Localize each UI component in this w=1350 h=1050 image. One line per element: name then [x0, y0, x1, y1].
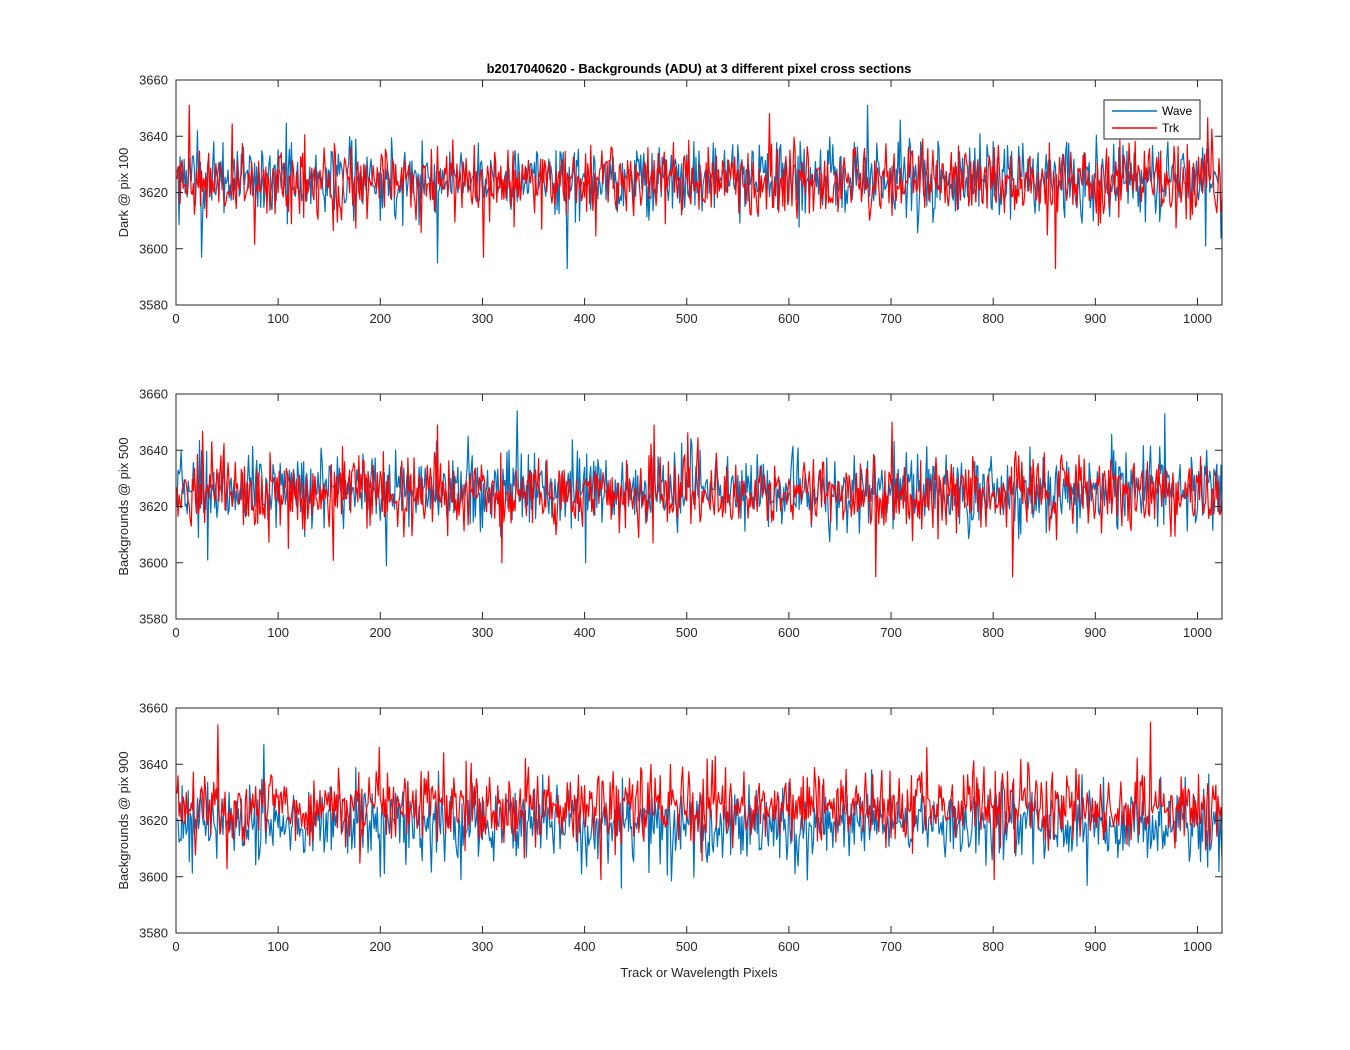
figure-title: b2017040620 - Backgrounds (ADU) at 3 dif… — [487, 61, 912, 76]
series-group — [176, 721, 1222, 889]
x-tick-label: 700 — [880, 311, 902, 326]
x-tick-label: 300 — [472, 311, 494, 326]
y-tick-label: 3580 — [139, 298, 168, 313]
x-tick-label: 800 — [982, 311, 1004, 326]
x-tick-label: 1000 — [1183, 311, 1212, 326]
series-line-trk — [176, 721, 1222, 881]
subplot-1: 0 100 200 300 400 500 600 700 800 900 1000 3580 3600… — [116, 73, 1223, 326]
y-tick-label: 3620 — [139, 185, 168, 200]
y-tick-label: 3600 — [139, 869, 168, 884]
x-tick-label: 700 — [880, 939, 902, 954]
x-tick-label: 800 — [982, 625, 1004, 640]
x-tick-label: 300 — [472, 939, 494, 954]
x-axis-label: Track or Wavelength Pixels — [620, 965, 778, 980]
subplot-2: 0 100 200 300 400 500 600 700 800 900 1000 3580 3600… — [116, 387, 1223, 640]
y-tick-label: 3660 — [139, 387, 168, 402]
x-tick-label: 900 — [1084, 939, 1106, 954]
x-tick-label: 500 — [676, 311, 698, 326]
y-axis-label: Backgrounds @ pix 900 — [116, 751, 131, 889]
x-tick-label: 400 — [574, 939, 596, 954]
legend-label-wave: Wave — [1162, 104, 1193, 118]
y-tick-label: 3620 — [139, 499, 168, 514]
subplot-3: 0 100 200 300 400 500 600 700 800 900 1000 3580 3600… — [116, 701, 1223, 954]
series-group — [176, 104, 1222, 270]
x-tick-label: 0 — [172, 939, 179, 954]
x-tick-label: 300 — [472, 625, 494, 640]
x-tick-label: 1000 — [1183, 939, 1212, 954]
y-tick-label: 3600 — [139, 555, 168, 570]
y-tick-label: 3640 — [139, 757, 168, 772]
x-tick-label: 0 — [172, 311, 179, 326]
y-tick-label: 3620 — [139, 813, 168, 828]
x-tick-label: 800 — [982, 939, 1004, 954]
x-tick-label: 600 — [778, 939, 800, 954]
x-tick-label: 500 — [676, 939, 698, 954]
y-tick-label: 3660 — [139, 73, 168, 88]
y-axis-label: Backgrounds @ pix 500 — [116, 437, 131, 575]
x-tick-label: 100 — [267, 311, 289, 326]
x-tick-label: 100 — [267, 625, 289, 640]
y-tick-label: 3640 — [139, 443, 168, 458]
x-tick-label: 100 — [267, 939, 289, 954]
x-tick-label: 600 — [778, 311, 800, 326]
x-tick-label: 1000 — [1183, 625, 1212, 640]
x-tick-label: 500 — [676, 625, 698, 640]
x-tick-label: 900 — [1084, 311, 1106, 326]
y-tick-label: 3660 — [139, 701, 168, 716]
x-tick-label: 700 — [880, 625, 902, 640]
x-tick-label: 900 — [1084, 625, 1106, 640]
series-group — [176, 410, 1222, 578]
legend[interactable]: Wave Trk — [1103, 99, 1201, 140]
x-tick-label: 200 — [369, 311, 391, 326]
x-tick-label: 400 — [574, 311, 596, 326]
x-tick-label: 200 — [369, 939, 391, 954]
subplots: 0 100 200 300 400 500 600 700 800 900 100035803600… — [116, 73, 1223, 954]
y-tick-label: 3580 — [139, 612, 168, 627]
x-tick-label: 400 — [574, 625, 596, 640]
y-axis-label: Dark @ pix 100 — [116, 148, 131, 238]
y-tick-label: 3640 — [139, 129, 168, 144]
series-line-trk — [176, 421, 1222, 578]
legend-box — [1103, 99, 1201, 140]
x-tick-label: 0 — [172, 625, 179, 640]
x-tick-label: 200 — [369, 625, 391, 640]
legend-label-trk: Trk — [1162, 121, 1180, 135]
y-tick-label: 3600 — [139, 241, 168, 256]
y-tick-label: 3580 — [139, 926, 168, 941]
series-line-trk — [176, 104, 1222, 270]
x-tick-label: 600 — [778, 625, 800, 640]
